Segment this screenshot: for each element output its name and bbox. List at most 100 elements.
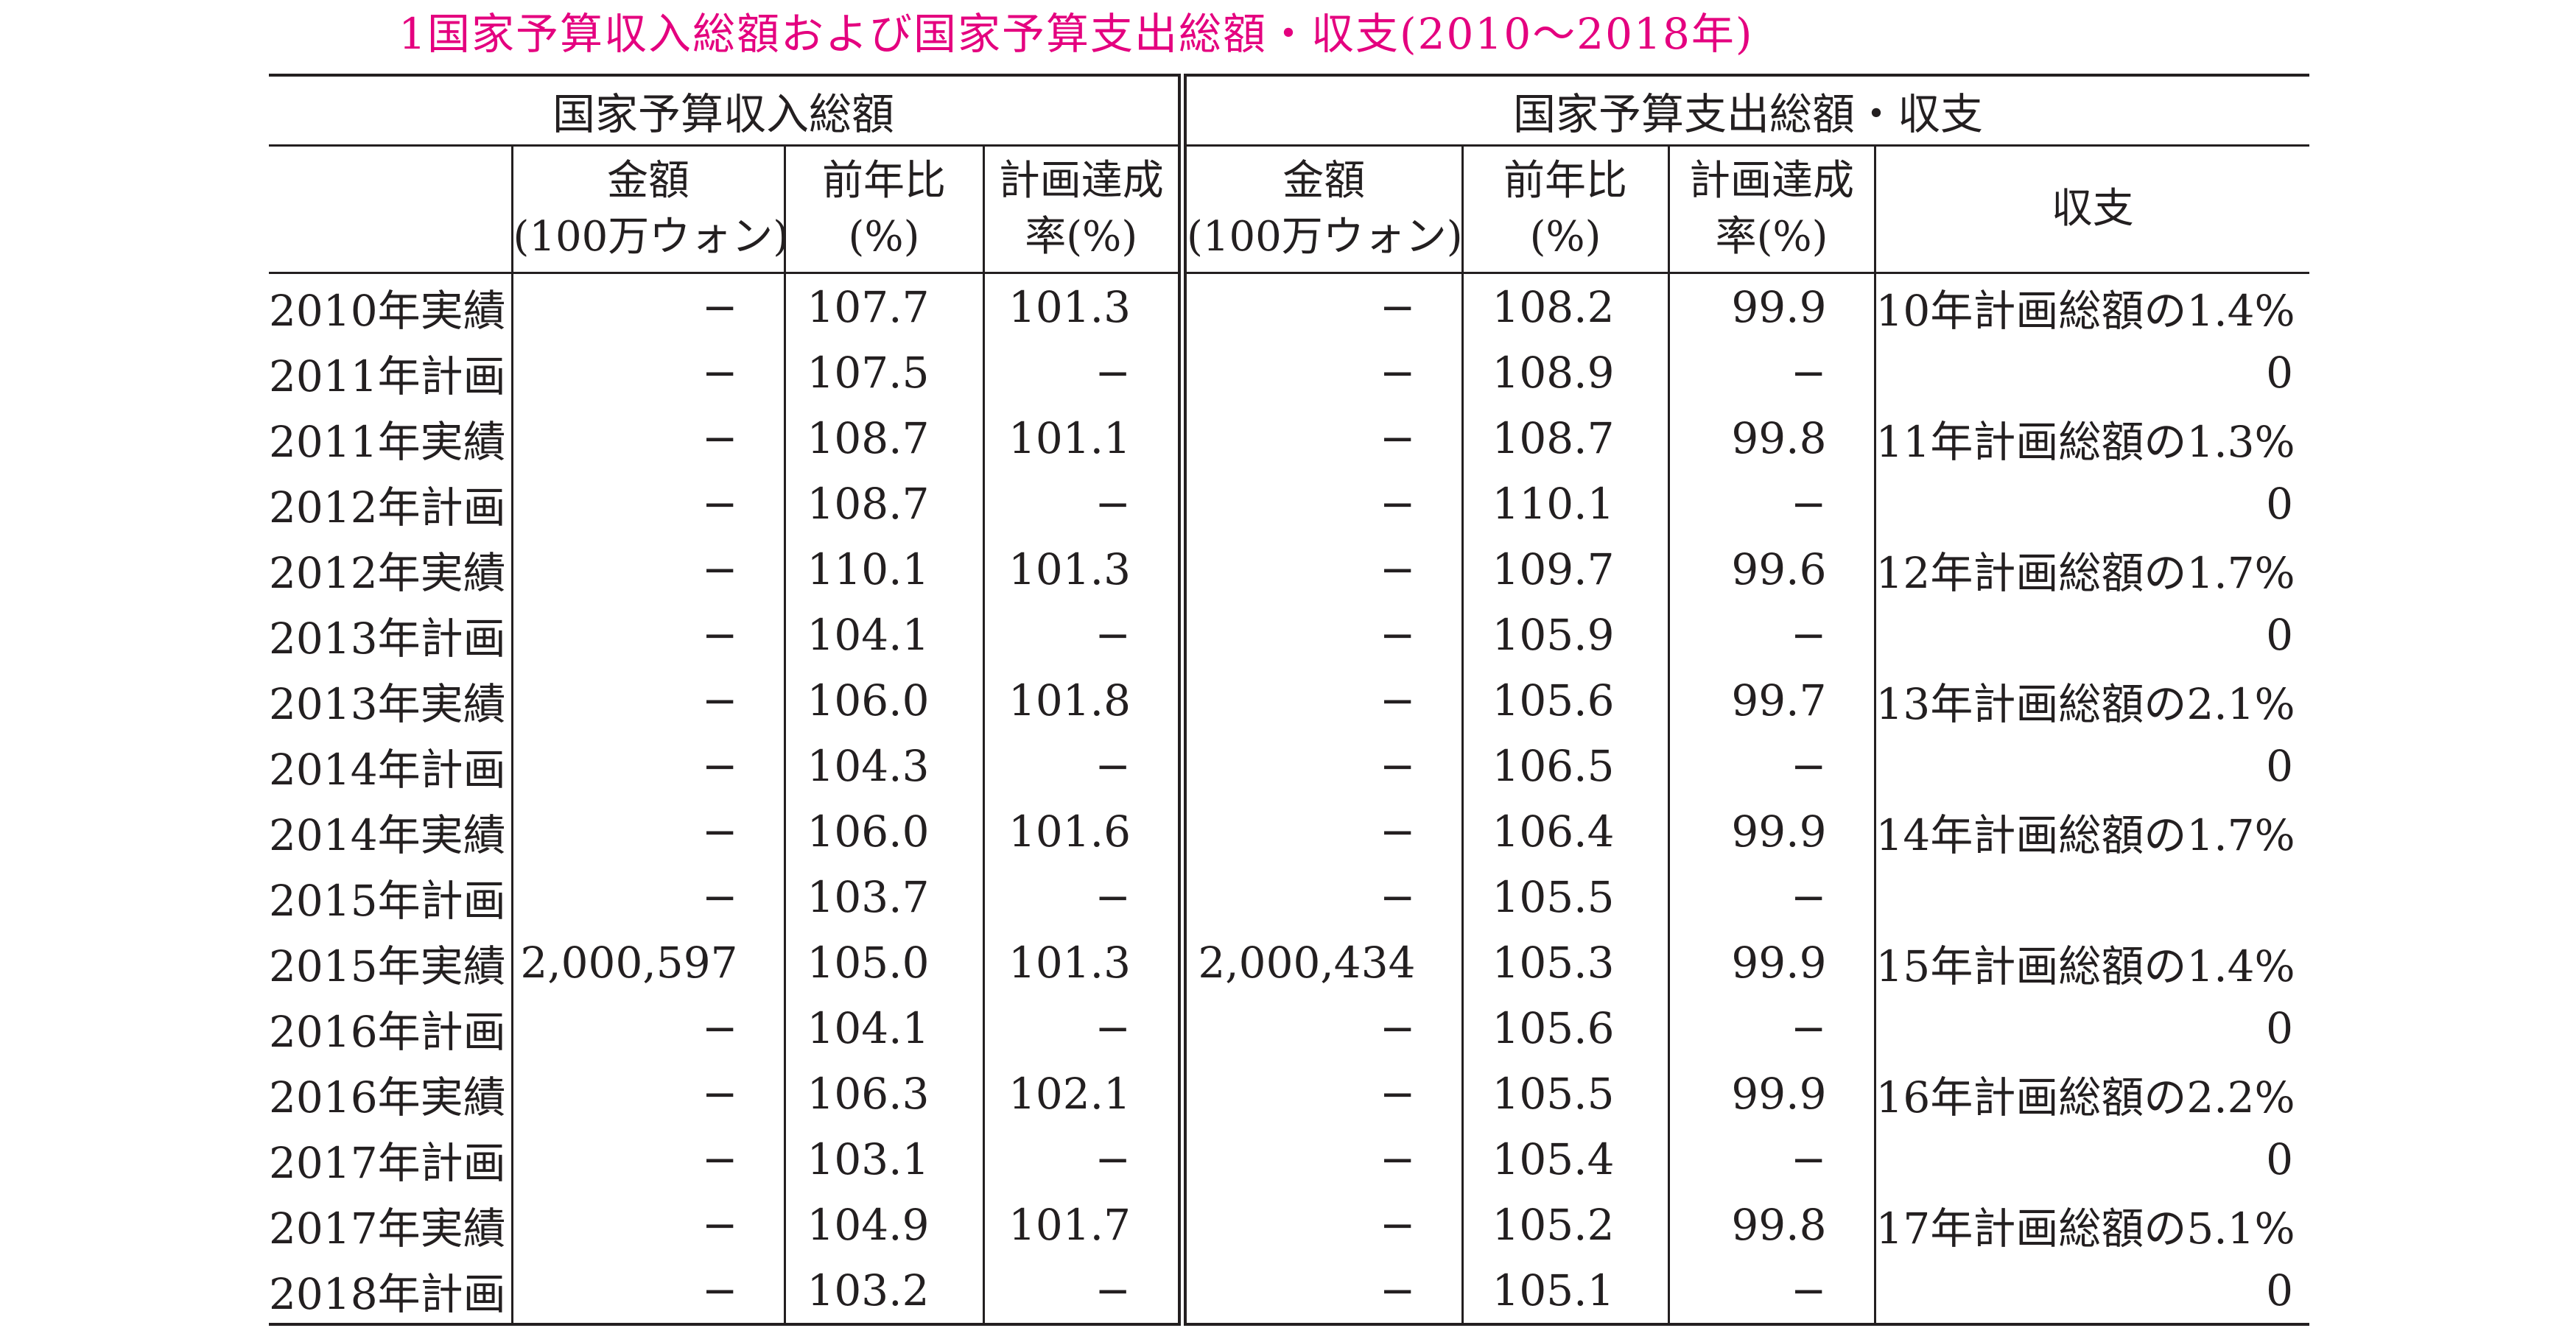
revenue-achievement-cell: 101.1 [982, 405, 1187, 471]
expenditure-amount-cell: − [1379, 740, 1416, 791]
table-row: 2011年実績 −108.7 101.1−108.7 99.8 11年計画総額の1.3% [269, 405, 2310, 471]
revenue-achievement-cell: 102.1 [982, 1061, 1187, 1126]
revenue-amount-cell: − [510, 733, 785, 798]
revenue-amount-cell: − [510, 471, 785, 536]
expenditure-achievement-cell: 99.9 [1667, 273, 1875, 340]
row-label: 2015年実績 [269, 941, 506, 991]
expenditure-achievement-cell: 99.8 [1667, 405, 1875, 471]
expenditure-achievement-cell: 99.6 [1667, 536, 1875, 602]
title-number: 1 [399, 9, 427, 59]
header-line: (%) [1529, 213, 1601, 261]
row-label: 2012年計画 [269, 482, 506, 533]
row-label: 2013年実績 [269, 678, 506, 729]
column-header-row: 金額 (100万ウォン) 前年比 (%) 計画達成 率(%) 金額 (100万ウォン) … [269, 145, 2310, 274]
table-row: 2017年実績 −104.9 101.7−105.2 99.8 17年計画総額の5.1% [269, 1192, 2310, 1257]
expenditure-yoy-cell: 105.1 [1461, 1257, 1669, 1326]
table-row: 2016年実績 −106.3 102.1−105.5 99.9 16年計画総額の2.2% [269, 1061, 2310, 1126]
revenue-yoy-cell: 110.1 [783, 536, 983, 602]
balance-cell: 16年計画総額の2.2% [1873, 1061, 2310, 1126]
expenditure-yoy-cell: 105.6 [1461, 667, 1669, 733]
balance-cell: 15年計画総額の1.4% [1873, 930, 2310, 995]
revenue-achievement-cell: 101.3 [982, 273, 1187, 340]
revenue-amount-cell: − [510, 602, 785, 667]
expenditure-achievement-cell: 99.7 [1667, 667, 1875, 733]
revenue-amount-cell: − [510, 1192, 785, 1257]
header-line: 金額 [607, 157, 689, 205]
revenue-yoy-cell: 105.0 [783, 930, 983, 995]
revenue-yoy-cell: 106.0 [783, 798, 983, 864]
revenue-group-header: 国家予算収入総額 [269, 74, 1187, 147]
revenue-amount-cell: − [510, 405, 785, 471]
revenue-amount-cell: − [510, 995, 785, 1061]
title-text: 国家予算収入総額および国家予算支出総額・収支(2010〜2018年) [427, 9, 1754, 59]
expenditure-yoy-cell: 108.7 [1461, 405, 1669, 471]
expenditure-amount-cell: − [1379, 347, 1416, 398]
revenue-achievement-cell: − [982, 340, 1187, 405]
balance-cell: 0 [1873, 733, 2310, 798]
revenue-yoy-cell: 103.7 [783, 864, 983, 930]
balance-cell: 0 [1873, 471, 2310, 536]
expenditure-amount-cell: − [1379, 806, 1416, 857]
revenue-achievement-cell: 101.3 [982, 536, 1187, 602]
row-label: 2017年計画 [269, 1137, 506, 1188]
header-line: 計画達成 [1689, 157, 1855, 205]
expenditure-yoy-cell: 108.2 [1461, 273, 1669, 340]
expenditure-achievement-cell: 99.8 [1667, 1192, 1875, 1257]
expenditure-achievement-cell: − [1667, 1126, 1875, 1192]
revenue-achievement-cell: 101.3 [982, 930, 1187, 995]
balance-cell: 11年計画総額の1.3% [1873, 405, 2310, 471]
expenditure-yoy-cell: 110.1 [1461, 471, 1669, 536]
balance-cell: 0 [1873, 602, 2310, 667]
revenue-yoy-cell: 104.1 [783, 995, 983, 1061]
budget-table: 国家予算収入総額 国家予算支出総額・収支 金額 (100万ウォン) 前年比 (%) … [269, 74, 2310, 1326]
revenue-amount-cell: − [510, 798, 785, 864]
revenue-achievement-cell: 101.7 [982, 1192, 1187, 1257]
expenditure-yoy-cell: 105.6 [1461, 995, 1669, 1061]
table-row: 2014年実績 −106.0 101.6−106.4 99.9 14年計画総額の1.7% [269, 798, 2310, 864]
table-body: 2010年実績 −107.7 101.3−108.2 99.9 10年計画総額の1.4%… [269, 273, 2310, 1326]
expenditure-achievement-cell: − [1667, 733, 1875, 798]
revenue-achievement-cell: − [982, 471, 1187, 536]
expenditure-amount-cell: − [1379, 544, 1416, 594]
header-line: 率(%) [1025, 213, 1138, 261]
balance-cell: 12年計画総額の1.7% [1873, 536, 2310, 602]
row-label: 2015年計画 [269, 875, 506, 926]
header-line: (100万ウォン) [1187, 213, 1463, 261]
revenue-amount-cell: − [510, 1257, 785, 1326]
row-label: 2011年計画 [269, 351, 506, 401]
revenue-yoy-cell: 107.7 [783, 273, 983, 340]
header-line: 前年比 [1503, 157, 1628, 205]
expenditure-achievement-cell: − [1667, 602, 1875, 667]
revenue-yoy-cell: 103.1 [783, 1126, 983, 1192]
row-label: 2012年実績 [269, 547, 506, 598]
expenditure-achievement-cell: 99.9 [1667, 930, 1875, 995]
revenue-yoy-cell: 103.2 [783, 1257, 983, 1326]
expenditure-achievement-cell: − [1667, 471, 1875, 536]
expenditure-amount-cell: 2,000,434 [1198, 937, 1416, 988]
expenditure-achievement-cell: − [1667, 995, 1875, 1061]
revenue-achievement-cell: − [982, 602, 1187, 667]
row-label: 2013年計画 [269, 613, 506, 664]
expenditure-yoy-cell: 105.9 [1461, 602, 1669, 667]
expenditure-amount-cell: − [1379, 1199, 1416, 1250]
table-row: 2016年計画 −104.1− −105.6−0 [269, 995, 2310, 1061]
header-line: 率(%) [1715, 213, 1828, 261]
expenditure-yoy-cell: 105.5 [1461, 864, 1669, 930]
revenue-amount-cell: 2,000,597 [510, 930, 785, 995]
row-label-header [269, 145, 512, 274]
expenditure-achievement-cell: − [1667, 864, 1875, 930]
document-title: 1国家予算収入総額および国家予算支出総額・収支(2010〜2018年) [331, 7, 1753, 60]
expenditure-yoy-cell: 105.5 [1461, 1061, 1669, 1126]
balance-cell: 17年計画総額の5.1% [1873, 1192, 2310, 1257]
row-label: 2017年実績 [269, 1203, 506, 1254]
balance-cell: 10年計画総額の1.4% [1873, 273, 2310, 340]
revenue-yoy-cell: 107.5 [783, 340, 983, 405]
revenue-achievement-cell: − [982, 864, 1187, 930]
table-row: 2015年計画 −103.7− −105.5− [269, 864, 2310, 930]
revenue-yoy-cell: 106.0 [783, 667, 983, 733]
expenditure-amount-cell: − [1182, 1257, 1463, 1326]
balance-cell [1873, 864, 2310, 930]
header-line: 金額 [1282, 157, 1366, 205]
expenditure-amount-cell: − [1379, 675, 1416, 726]
balance-cell: 13年計画総額の2.1% [1873, 667, 2310, 733]
